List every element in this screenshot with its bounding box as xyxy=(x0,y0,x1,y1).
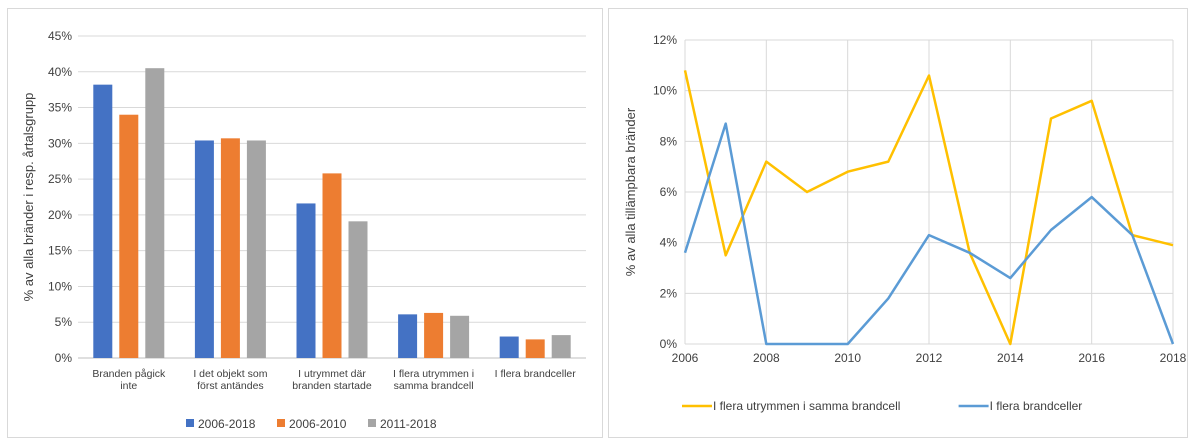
y-tick-label: 25% xyxy=(48,172,72,186)
x-category-label: först antändes xyxy=(197,380,264,392)
x-category-label: I utrymmet där xyxy=(298,368,366,380)
bar-2006-2010 xyxy=(525,339,545,358)
bar-2006-2010 xyxy=(220,138,240,358)
x-category-label: branden startade xyxy=(292,380,372,392)
y-tick-label: 8% xyxy=(660,134,678,148)
x-tick-label: 2018 xyxy=(1160,351,1187,365)
legend-swatch xyxy=(368,419,376,427)
x-category-label: Branden pågick xyxy=(92,368,166,380)
bar-chart-panel: 0% 5% 10% 15% 20% 25% 30% 35% 40% 45% Branden pågi… xyxy=(7,8,603,438)
y-axis-label: % av alla bränder i resp. årtalsgrupp xyxy=(21,93,36,302)
series-line-I flera utrymmen i samma brandcell xyxy=(683,70,1174,346)
bar-2011-2018 xyxy=(551,335,571,358)
x-tick-label: 2014 xyxy=(997,351,1024,365)
bar-2006-2018 xyxy=(499,336,519,358)
y-tick-label: 4% xyxy=(660,236,678,250)
y-tick-label: 15% xyxy=(48,244,72,258)
y-tick-label: 45% xyxy=(48,29,72,43)
bar-2006-2010 xyxy=(119,114,139,358)
x-tick-label: 2010 xyxy=(834,351,861,365)
x-tick-label: 2012 xyxy=(916,351,943,365)
bar-2006-2018 xyxy=(296,203,316,358)
y-tick-label: 10% xyxy=(48,279,72,293)
y-tick-label: 40% xyxy=(48,65,72,79)
bar-chart: 0% 5% 10% 15% 20% 25% 30% 35% 40% 45% Branden pågi… xyxy=(21,29,586,431)
bar-2011-2018 xyxy=(246,140,266,358)
x-category-label: inte xyxy=(120,380,137,392)
y-tick-label: 35% xyxy=(48,101,72,115)
y-axis-label: % av alla tillämpbara bränder xyxy=(623,107,638,276)
x-tick-label: 2006 xyxy=(672,351,699,365)
bar-2011-2018 xyxy=(145,68,165,358)
y-tick-label: 12% xyxy=(653,33,677,47)
bar-2006-2018 xyxy=(398,314,418,358)
y-tick-label: 0% xyxy=(660,337,678,351)
x-tick-label: 2008 xyxy=(753,351,780,365)
x-category-label: I flera utrymmen i xyxy=(393,368,474,380)
bar-2011-2018 xyxy=(450,315,470,358)
bar-2006-2010 xyxy=(424,312,444,358)
bar-2011-2018 xyxy=(348,221,368,358)
legend-swatch xyxy=(186,419,194,427)
legend-label: 2006-2018 xyxy=(198,417,256,431)
bar-2006-2010 xyxy=(322,173,342,358)
y-tick-label: 6% xyxy=(660,185,678,199)
x-tick-label: 2016 xyxy=(1078,351,1105,365)
legend-label: 2011-2018 xyxy=(380,417,437,431)
x-category-label: I flera brandceller xyxy=(495,368,577,380)
y-tick-label: 5% xyxy=(55,315,73,329)
line-chart-panel: 0% 2% 4% 6% 8% 10% 12% 2006 2008 2010 2012 2014 2016… xyxy=(608,8,1188,438)
y-tick-label: 2% xyxy=(660,286,678,300)
y-tick-label: 0% xyxy=(55,351,73,365)
bar-2006-2018 xyxy=(93,84,113,358)
x-category-label: I det objekt som xyxy=(193,368,267,380)
x-category-label: samma brandcell xyxy=(394,380,474,392)
series-line-I flera brandceller xyxy=(683,122,1175,346)
y-tick-label: 10% xyxy=(653,84,677,98)
legend-label: 2006-2010 xyxy=(289,417,347,431)
legend-label: I flera brandceller xyxy=(990,399,1083,413)
y-tick-label: 20% xyxy=(48,208,72,222)
y-tick-label: 30% xyxy=(48,136,72,150)
legend-label: I flera utrymmen i samma brandcell xyxy=(713,399,900,413)
bar-2006-2018 xyxy=(194,140,214,358)
line-chart: 0% 2% 4% 6% 8% 10% 12% 2006 2008 2010 2012 2014 2016… xyxy=(623,33,1187,413)
legend-swatch xyxy=(277,419,285,427)
